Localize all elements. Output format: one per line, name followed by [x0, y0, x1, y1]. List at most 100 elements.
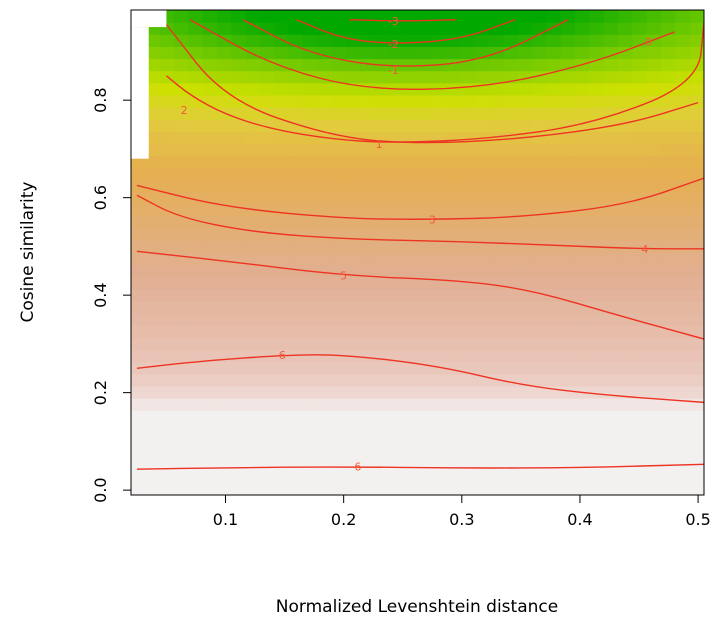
heatmap-cell [503, 361, 519, 375]
heatmap-cell [417, 46, 433, 60]
heatmap-cell [474, 167, 490, 181]
heatmap-cell [245, 361, 261, 375]
heatmap-cell [131, 434, 146, 448]
heatmap-cell [646, 288, 662, 302]
heatmap-cell [345, 337, 361, 351]
heatmap-cell [603, 410, 619, 423]
heatmap-cell [345, 398, 361, 411]
heatmap-cell [474, 179, 490, 193]
heatmap-cell [474, 204, 490, 217]
heatmap-cell [345, 191, 361, 205]
heatmap-cell [131, 325, 146, 338]
heatmap-cell [417, 313, 433, 326]
heatmap-cell [345, 228, 361, 241]
heatmap-cell [231, 422, 247, 435]
heatmap-cell [331, 373, 347, 387]
heatmap-cell [231, 276, 247, 290]
heatmap-cell [474, 398, 490, 411]
heatmap-cell [589, 422, 605, 435]
heatmap-cell [259, 264, 275, 278]
heatmap-cell [603, 361, 619, 375]
heatmap-cell [560, 22, 576, 35]
heatmap-cell [446, 94, 462, 108]
heatmap-cell [560, 252, 576, 266]
heatmap-cell [546, 410, 562, 423]
heatmap-cell [560, 191, 576, 205]
heatmap-cell [159, 398, 175, 411]
heatmap-cell [274, 191, 290, 205]
heatmap-cell [374, 470, 390, 484]
heatmap-cell [202, 119, 218, 132]
heatmap-cell [661, 434, 676, 448]
heatmap-cell [159, 82, 175, 96]
heatmap-cell [345, 155, 361, 169]
heatmap-cell [388, 240, 404, 254]
heatmap-cell [403, 325, 419, 338]
heatmap-cell [331, 458, 347, 472]
heatmap-cell [446, 167, 462, 181]
heatmap-cell [131, 373, 146, 387]
heatmap-cell [388, 179, 404, 193]
heatmap-cell [489, 143, 505, 157]
heatmap-cell [145, 361, 161, 375]
heatmap-cell [503, 373, 519, 387]
heatmap-cell [274, 240, 290, 254]
heatmap-cell [661, 228, 676, 241]
heatmap-cell [302, 349, 318, 363]
heatmap-cell [317, 10, 333, 23]
heatmap-cell [202, 325, 218, 338]
heatmap-cell [618, 179, 633, 193]
heatmap-cell [661, 10, 676, 23]
heatmap-cell [216, 204, 232, 217]
heatmap-cell [131, 252, 146, 266]
heatmap-cell [245, 34, 261, 47]
heatmap-cell [446, 155, 462, 169]
heatmap-cell [646, 470, 662, 484]
heatmap-cell [259, 470, 275, 484]
heatmap-cell [145, 46, 161, 60]
heatmap-cell [489, 204, 505, 217]
heatmap-cell [517, 458, 533, 472]
heatmap-cell [202, 167, 218, 181]
heatmap-cell [689, 34, 704, 47]
heatmap-cell [159, 373, 175, 387]
heatmap-cell [503, 470, 519, 484]
heatmap-cell [374, 313, 390, 326]
heatmap-cell [661, 191, 676, 205]
heatmap-cell [360, 288, 376, 302]
heatmap-cell [489, 70, 505, 84]
heatmap-cell [675, 70, 691, 84]
heatmap-cell [188, 240, 204, 254]
heatmap-cell [245, 458, 261, 472]
heatmap-cell [173, 228, 189, 241]
heatmap-cell [417, 107, 433, 120]
heatmap-cell [317, 385, 333, 399]
heatmap-cell [689, 252, 704, 266]
heatmap-cell [374, 301, 390, 314]
heatmap-cell [360, 252, 376, 266]
heatmap-cell [274, 446, 290, 460]
heatmap-cell [274, 422, 290, 435]
heatmap-cell [661, 349, 676, 363]
heatmap-cell [317, 313, 333, 326]
heatmap-cell [489, 10, 505, 23]
heatmap-cell [560, 155, 576, 169]
heatmap-cell [159, 94, 175, 108]
heatmap-cell [173, 240, 189, 254]
heatmap-cell [403, 313, 419, 326]
heatmap-cell [603, 10, 619, 23]
heatmap-cell [517, 373, 533, 387]
heatmap-cell [603, 240, 619, 254]
heatmap-cell [173, 34, 189, 47]
heatmap-cell [317, 179, 333, 193]
heatmap-cell [431, 252, 447, 266]
heatmap-cell [632, 179, 648, 193]
heatmap-cell [689, 434, 704, 448]
heatmap-cell [546, 70, 562, 84]
heatmap-cell [317, 240, 333, 254]
heatmap-cell [446, 385, 462, 399]
heatmap-cell [245, 107, 261, 120]
heatmap-cell [231, 10, 247, 23]
heatmap-cell [675, 191, 691, 205]
heatmap-cell [360, 276, 376, 290]
